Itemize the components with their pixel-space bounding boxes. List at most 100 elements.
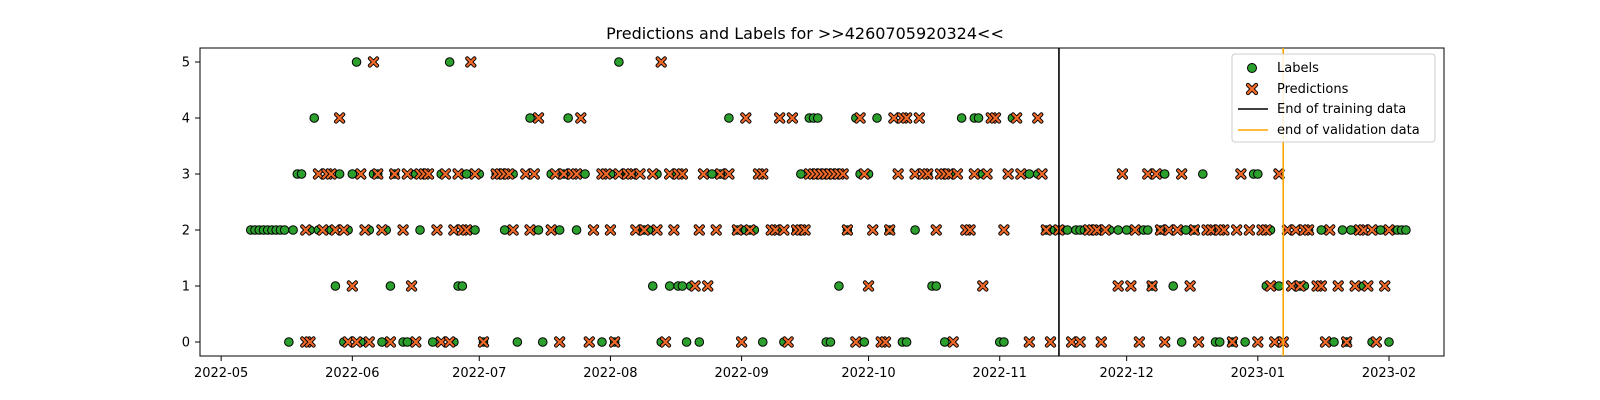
label-point bbox=[461, 169, 472, 179]
label-point bbox=[681, 337, 692, 347]
label-point bbox=[580, 169, 590, 179]
prediction-point bbox=[1163, 224, 1175, 236]
prediction-point bbox=[312, 168, 325, 180]
y-tick-label: 3 bbox=[182, 168, 190, 183]
prediction-point bbox=[448, 224, 460, 236]
label-point bbox=[1253, 169, 1263, 179]
prediction-point bbox=[575, 112, 587, 124]
prediction-point bbox=[879, 336, 892, 348]
prediction-point bbox=[1133, 336, 1145, 348]
x-tick-label: 2023-01 bbox=[1231, 366, 1285, 381]
prediction-point bbox=[524, 224, 536, 236]
label-point bbox=[402, 337, 413, 347]
prediction-point bbox=[710, 224, 722, 236]
prediction-point bbox=[570, 168, 583, 180]
prediction-point bbox=[1260, 224, 1272, 236]
legend-labels-marker bbox=[1247, 63, 1257, 73]
prediction-point bbox=[452, 168, 464, 180]
prediction-point bbox=[998, 224, 1010, 236]
label-point bbox=[812, 113, 823, 123]
prediction-point bbox=[1171, 224, 1184, 236]
prediction-point bbox=[613, 168, 625, 180]
prediction-point bbox=[338, 224, 350, 236]
prediction-point bbox=[909, 168, 921, 180]
prediction-point bbox=[778, 224, 790, 236]
label-point bbox=[385, 281, 396, 291]
label-point bbox=[309, 113, 320, 123]
label-point bbox=[859, 337, 870, 347]
prediction-point bbox=[389, 168, 401, 180]
prediction-point bbox=[342, 336, 354, 348]
prediction-point bbox=[422, 168, 435, 180]
prediction-point bbox=[740, 112, 752, 124]
prediction-point bbox=[600, 168, 612, 180]
prediction-point bbox=[964, 224, 976, 236]
prediction-point bbox=[1341, 336, 1353, 348]
prediction-point bbox=[922, 168, 934, 180]
prediction-point bbox=[359, 224, 371, 236]
label-point bbox=[444, 57, 455, 67]
prediction-point bbox=[858, 168, 870, 180]
x-tick-label: 2022-06 bbox=[325, 366, 379, 381]
label-point bbox=[512, 337, 523, 347]
prediction-point bbox=[1349, 280, 1361, 292]
prediction-point bbox=[668, 224, 680, 236]
label-point bbox=[330, 281, 341, 291]
label-point bbox=[351, 57, 362, 67]
label-point bbox=[554, 225, 565, 235]
prediction-point bbox=[1015, 168, 1027, 180]
label-point bbox=[1375, 225, 1386, 235]
prediction-point bbox=[376, 224, 388, 236]
label-point bbox=[533, 225, 544, 235]
prediction-point bbox=[1159, 336, 1171, 348]
legend-predictions-marker bbox=[1245, 82, 1259, 96]
label-point bbox=[1198, 169, 1208, 179]
prediction-point bbox=[363, 336, 375, 348]
prediction-point bbox=[1218, 224, 1230, 236]
prediction-point bbox=[1040, 224, 1052, 236]
prediction-point bbox=[943, 168, 955, 180]
prediction-point bbox=[431, 224, 443, 236]
prediction-point bbox=[1294, 280, 1306, 292]
prediction-point bbox=[757, 168, 769, 180]
prediction-point bbox=[884, 224, 896, 236]
prediction-point bbox=[841, 224, 853, 236]
predictions-series bbox=[300, 56, 1395, 348]
prediction-point bbox=[317, 224, 329, 236]
prediction-point bbox=[1383, 224, 1395, 236]
label-point bbox=[457, 281, 468, 291]
prediction-point bbox=[1252, 336, 1264, 348]
prediction-point bbox=[702, 280, 714, 292]
label-point bbox=[1401, 225, 1411, 235]
prediction-point bbox=[1192, 336, 1205, 348]
prediction-point bbox=[1281, 224, 1294, 236]
prediction-point bbox=[346, 280, 358, 292]
prediction-point bbox=[1099, 224, 1112, 236]
prediction-point bbox=[989, 112, 1002, 124]
prediction-point bbox=[930, 224, 942, 236]
label-point bbox=[571, 225, 582, 235]
prediction-point bbox=[1146, 280, 1158, 292]
prediction-point bbox=[647, 168, 659, 180]
y-tick-label: 2 bbox=[182, 224, 190, 239]
prediction-point bbox=[587, 224, 600, 236]
prediction-point bbox=[554, 336, 566, 348]
prediction-point bbox=[435, 336, 447, 348]
label-point bbox=[279, 225, 290, 235]
prediction-point bbox=[723, 168, 735, 180]
prediction-point bbox=[532, 112, 545, 124]
legend-predictions-text: Predictions bbox=[1277, 82, 1349, 97]
prediction-point bbox=[901, 112, 913, 124]
prediction-point bbox=[1154, 224, 1167, 236]
prediction-point bbox=[1332, 280, 1344, 292]
prediction-point bbox=[1116, 168, 1129, 180]
prediction-point bbox=[545, 224, 557, 236]
prediction-point bbox=[1091, 224, 1103, 236]
prediction-point bbox=[714, 168, 727, 180]
prediction-point bbox=[786, 112, 798, 124]
prediction-point bbox=[1023, 336, 1035, 348]
prediction-point bbox=[1315, 280, 1327, 292]
label-point bbox=[334, 169, 345, 179]
label-point bbox=[1214, 337, 1225, 347]
prediction-point bbox=[1044, 336, 1057, 348]
